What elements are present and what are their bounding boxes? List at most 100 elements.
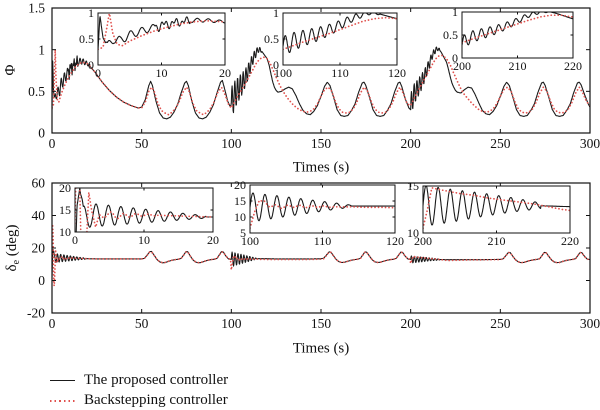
legend-label: The proposed controller <box>84 372 229 388</box>
y-tick-label: 15 <box>59 203 71 217</box>
series-backstepping-line <box>462 14 573 44</box>
y-tick-label: 15 <box>407 179 419 193</box>
y-tick-label: 40 <box>32 208 46 223</box>
y-tick-label: 1 <box>38 42 45 57</box>
series-proposed-line <box>52 249 590 278</box>
solid-line-swatch <box>50 380 75 381</box>
y-tick-label: 1.5 <box>28 1 45 16</box>
x-tick-label: 210 <box>509 59 527 73</box>
x-tick-label: 100 <box>221 316 242 331</box>
y-tick-label: 10 <box>59 225 71 239</box>
x-tick-label: 200 <box>401 316 422 331</box>
x-tick-label: 50 <box>135 316 149 331</box>
x-tick-label: 110 <box>331 66 349 80</box>
series-proposed-line <box>75 188 213 232</box>
legend-item-backstepping: Backstepping controller <box>50 392 228 409</box>
x-tick-label: 210 <box>488 234 506 248</box>
y-tick-label: 0 <box>452 51 458 65</box>
y-tick-label: 0 <box>273 58 279 72</box>
y-tick-label: 5 <box>240 226 246 240</box>
inset-plot: 200 210 220 0 0.5 1 <box>443 5 582 73</box>
legend-label: Backstepping controller <box>84 392 228 408</box>
series-backstepping-line <box>250 199 395 230</box>
bottom-x-axis-label: Times (s) <box>292 340 350 357</box>
series-backstepping-line <box>75 188 213 232</box>
x-tick-label: 150 <box>311 136 332 151</box>
y-tick-label: 1 <box>273 6 279 20</box>
x-tick-label: 200 <box>401 136 422 151</box>
x-tick-label: 250 <box>490 316 511 331</box>
series-proposed-line <box>98 16 225 51</box>
y-tick-label: 15 <box>234 194 246 208</box>
series-backstepping-line <box>98 13 225 51</box>
x-tick-label: 0 <box>49 316 56 331</box>
x-tick-label: 250 <box>490 136 511 151</box>
y-tick-label: 20 <box>59 181 71 195</box>
x-tick-label: 100 <box>221 136 242 151</box>
inset-plot: 100 110 120 0 0.5 1 <box>264 6 406 80</box>
y-tick-label: 0.5 <box>264 32 279 46</box>
y-tick-label: -20 <box>27 306 45 321</box>
y-tick-label: 20 <box>234 178 246 192</box>
x-tick-label: 0 <box>95 66 101 80</box>
bottom-y-axis-label: δe (deg) <box>4 225 22 272</box>
inset-background <box>250 185 395 233</box>
y-tick-label: 0.5 <box>443 28 458 42</box>
series-backstepping-line <box>52 49 590 116</box>
y-tick-label: 20 <box>32 241 46 256</box>
legend: The proposed controller Backstepping con… <box>50 372 228 409</box>
legend-item-proposed: The proposed controller <box>50 372 228 389</box>
x-tick-label: 120 <box>388 66 406 80</box>
y-tick-label: 0 <box>38 126 45 141</box>
series-backstepping-line <box>423 186 570 230</box>
x-tick-label: 20 <box>219 66 231 80</box>
y-tick-label: 0 <box>38 273 45 288</box>
x-tick-label: 220 <box>561 234 579 248</box>
series-proposed-line <box>283 13 397 54</box>
y-tick-label: 0.5 <box>28 84 45 99</box>
y-tick-label: 10 <box>234 210 246 224</box>
deg-unit: (deg) <box>4 224 20 260</box>
inset-plot: 100 110 120 5 10 15 20 <box>234 178 404 248</box>
delta-symbol: δ <box>4 264 20 272</box>
x-tick-label: 100 <box>241 234 259 248</box>
series-proposed-line <box>462 12 573 46</box>
y-tick-label: 0.5 <box>79 32 94 46</box>
x-tick-label: 300 <box>580 136 600 151</box>
x-tick-label: 0 <box>49 136 56 151</box>
top-y-axis-label: Φ <box>2 64 19 76</box>
top-x-axis-label: Times (s) <box>292 159 350 176</box>
series-backstepping-line <box>283 16 397 51</box>
inset-background <box>423 186 570 233</box>
dotted-line-swatch <box>50 399 75 402</box>
x-tick-label: 20 <box>207 233 219 247</box>
x-tick-label: 10 <box>138 233 150 247</box>
x-tick-label: 200 <box>414 234 432 248</box>
inset-plot: 200 210 220 10 15 <box>407 179 579 248</box>
series-proposed-line <box>250 192 395 222</box>
y-tick-label: 1 <box>88 6 94 20</box>
x-tick-label: 100 <box>274 66 292 80</box>
x-tick-label: 300 <box>580 316 600 331</box>
delta-subscript: e <box>11 259 22 265</box>
inset-background <box>283 13 397 65</box>
x-tick-label: 10 <box>156 66 168 80</box>
series-backstepping-line <box>52 225 590 287</box>
x-tick-label: 200 <box>453 59 471 73</box>
x-tick-label: 0 <box>72 233 78 247</box>
x-tick-label: 120 <box>386 234 404 248</box>
y-tick-label: 0 <box>88 58 94 72</box>
x-tick-label: 220 <box>564 59 582 73</box>
y-tick-label: 10 <box>407 226 419 240</box>
inset-plot: 0 10 20 0 0.5 1 <box>79 6 231 80</box>
y-tick-label: 1 <box>452 5 458 19</box>
x-tick-label: 110 <box>314 234 332 248</box>
y-tick-label: 60 <box>32 176 46 191</box>
x-tick-label: 50 <box>135 136 149 151</box>
x-tick-label: 150 <box>311 316 332 331</box>
